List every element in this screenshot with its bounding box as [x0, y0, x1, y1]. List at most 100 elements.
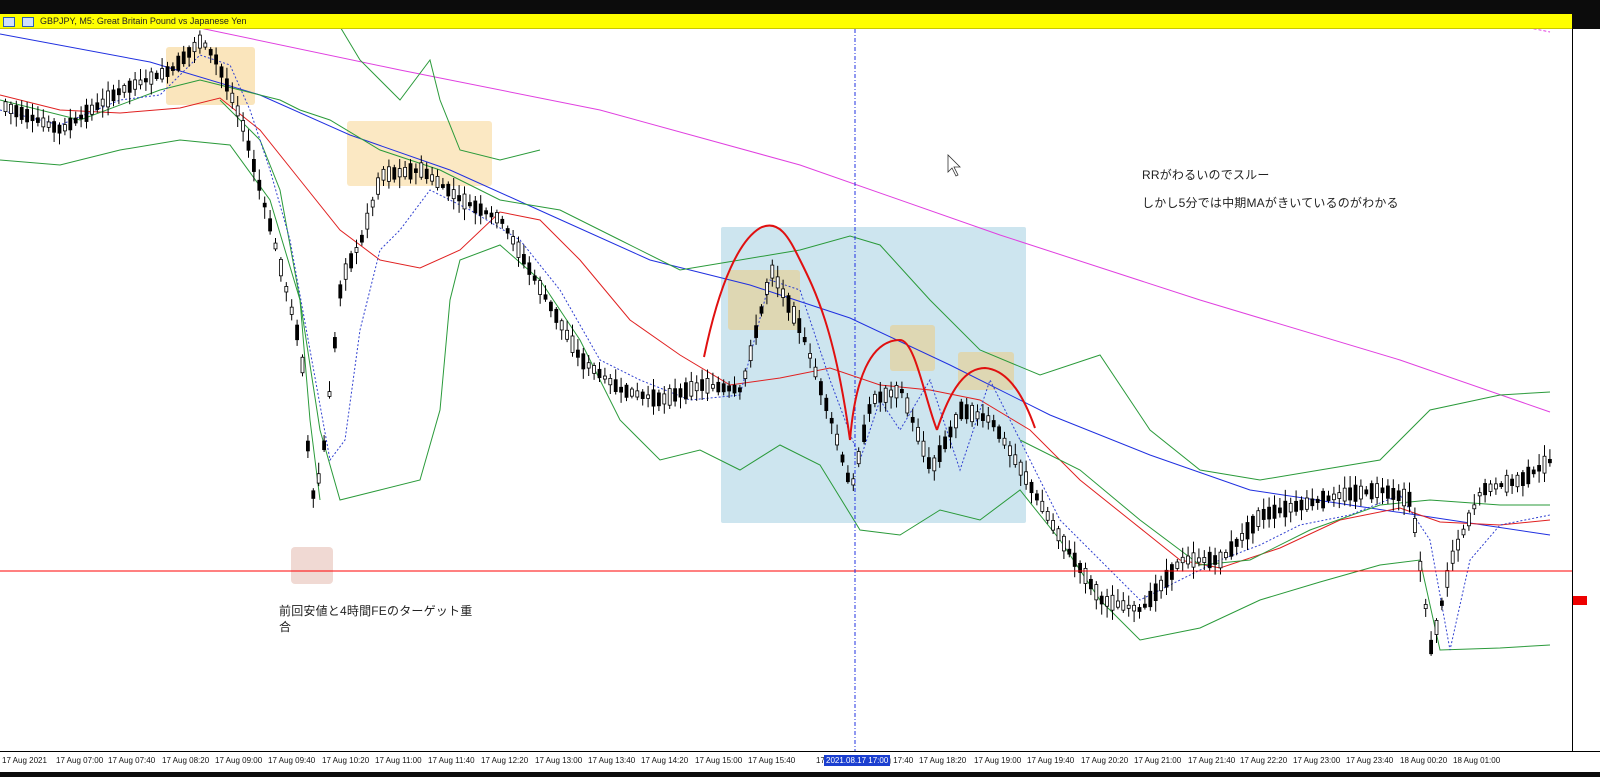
candle: [640, 391, 645, 399]
candle: [1024, 471, 1028, 485]
candle: [160, 68, 165, 80]
candle: [927, 457, 931, 469]
time-axis-label: 17 Aug 23:40: [1346, 756, 1394, 765]
candle: [1045, 511, 1050, 521]
candle: [1105, 596, 1109, 607]
candle: [894, 385, 899, 399]
candle: [1494, 483, 1498, 490]
candle: [732, 384, 737, 394]
candle: [300, 356, 305, 374]
candle: [1013, 454, 1018, 465]
candle: [1418, 560, 1423, 572]
candle: [1369, 483, 1374, 500]
candle: [1018, 461, 1023, 476]
time-axis-label: 17 Aug 11:00: [375, 756, 422, 765]
candle: [1315, 498, 1320, 503]
candle: [19, 106, 24, 120]
candle: [327, 391, 332, 397]
candle: [1391, 487, 1396, 500]
candle: [883, 387, 888, 403]
candle: [386, 166, 391, 182]
candle: [1245, 522, 1250, 540]
candle: [1310, 498, 1315, 507]
candle: [1159, 579, 1163, 592]
annotation-note-rr: RRがわるいのでスルー: [1142, 168, 1270, 182]
candle: [1067, 548, 1072, 555]
candle: [1461, 528, 1466, 536]
candle: [954, 414, 958, 429]
candle: [1256, 510, 1261, 527]
candle: [1413, 518, 1417, 533]
band-mid-line: [1019, 439, 1550, 566]
band-mid-line: [219, 99, 321, 501]
candle: [1099, 595, 1104, 605]
candle: [1170, 564, 1174, 580]
price-chart-area[interactable]: RRがわるいのでスルー しかし5分では中期MAがきいているのがわかる 前回安値と…: [0, 29, 1572, 751]
candle: [305, 440, 310, 452]
candle: [711, 384, 715, 389]
candle: [111, 89, 116, 102]
candle: [970, 404, 974, 423]
candle: [1240, 533, 1244, 541]
time-axis-label: 17 Aug 2021: [2, 756, 47, 765]
time-axis-label: 17 Aug 11:40: [428, 756, 475, 765]
candle: [662, 393, 667, 405]
candle: [165, 66, 170, 77]
candle: [759, 306, 764, 314]
candle: [1434, 620, 1439, 635]
chart-canvas[interactable]: [0, 29, 1572, 751]
candle: [851, 478, 856, 486]
candle: [73, 117, 78, 124]
candle: [700, 379, 704, 391]
candle: [1283, 500, 1288, 518]
candle: [516, 241, 521, 258]
annotation-note-support: 前回安値と4時間FEのターゲット重: [279, 604, 473, 618]
candle: [1207, 551, 1212, 569]
candle: [900, 388, 904, 394]
candle: [689, 381, 694, 397]
candle: [921, 440, 926, 457]
candle: [1467, 512, 1471, 527]
chart-symbol-title: GBPJPY, M5: Great Britain Pound vs Japan…: [40, 16, 247, 26]
candle: [419, 162, 424, 178]
candle: [619, 386, 623, 393]
candle: [505, 228, 510, 234]
price-axis[interactable]: [1572, 29, 1600, 751]
candle: [1072, 552, 1077, 567]
candle: [1197, 557, 1201, 563]
candle: [1531, 469, 1536, 475]
candle: [856, 451, 861, 465]
candle: [613, 379, 618, 392]
candle: [624, 384, 629, 398]
candle: [106, 90, 110, 108]
candle: [1440, 600, 1444, 606]
time-axis[interactable]: 17 Aug 2021 17 Aug 07:00 17 Aug 07:40 17 Au…: [0, 751, 1600, 772]
time-axis-label: 17 Aug 14:20: [641, 756, 689, 765]
mouse-cursor-icon: [947, 154, 961, 177]
candle: [235, 105, 240, 117]
candle: [1456, 538, 1460, 551]
candle: [349, 253, 354, 269]
crosshair-time-badge: 2021.08.17 17:00: [824, 755, 891, 766]
candle: [765, 282, 769, 295]
chart-window-icon: [3, 17, 15, 27]
ma-long-line: [1532, 29, 1551, 33]
candle: [1548, 458, 1552, 464]
candle: [1148, 590, 1153, 608]
candle: [1348, 487, 1352, 501]
candle: [289, 306, 294, 315]
candle: [36, 117, 40, 123]
annotation-note-support-cont: 合: [279, 620, 292, 634]
candle: [187, 47, 192, 58]
candle: [170, 66, 175, 71]
candle: [673, 388, 677, 402]
candle: [251, 159, 256, 172]
candle: [1359, 485, 1363, 500]
candle: [214, 54, 219, 65]
candle: [500, 218, 505, 224]
candle: [1137, 607, 1142, 612]
candle: [311, 490, 316, 499]
candle: [770, 264, 775, 279]
candle: [354, 247, 359, 253]
candle: [1542, 455, 1547, 474]
